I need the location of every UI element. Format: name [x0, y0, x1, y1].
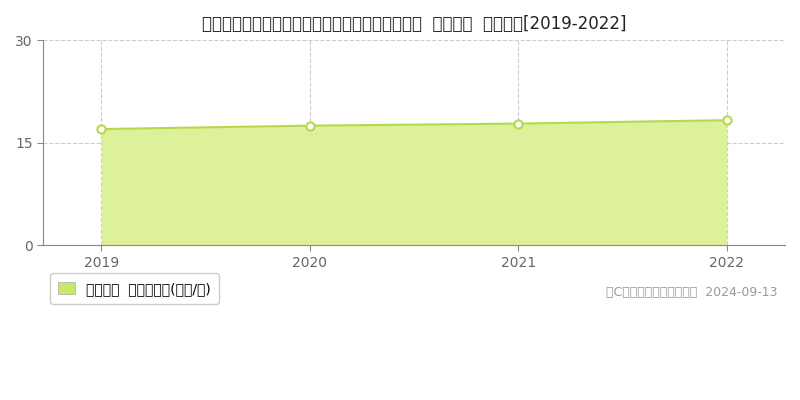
Point: [95, 126, 108, 132]
Point: [720, 117, 733, 123]
Point: [512, 120, 525, 127]
Legend: 地価公示  平均坪単価(万円/坪): 地価公示 平均坪単価(万円/坪): [50, 274, 219, 304]
Text: （C）土地価格ドットコム  2024-09-13: （C）土地価格ドットコム 2024-09-13: [606, 286, 778, 300]
Point: [303, 122, 316, 129]
Title: 北海道札幌市北区篠路３条４丁目３８番５７５外  地価公示  地価推移[2019-2022]: 北海道札幌市北区篠路３条４丁目３８番５７５外 地価公示 地価推移[2019-20…: [202, 15, 626, 33]
